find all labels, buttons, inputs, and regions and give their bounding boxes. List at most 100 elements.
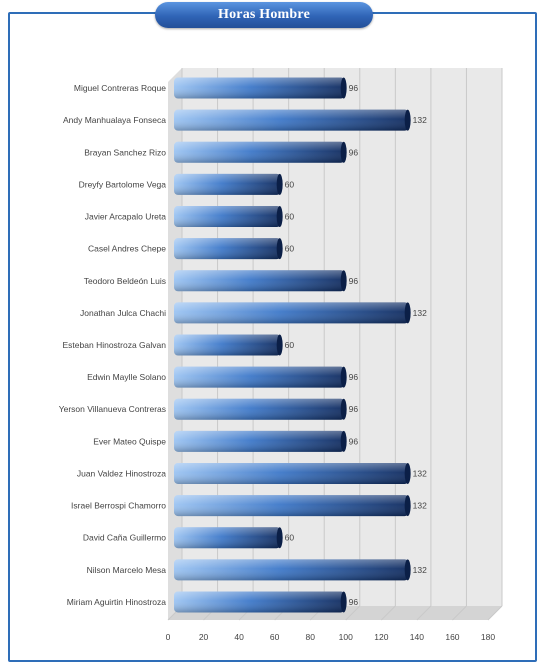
category-label: David Caña Guillermo bbox=[83, 533, 166, 543]
bar-group bbox=[174, 527, 283, 549]
bar-group bbox=[174, 495, 411, 517]
chart-title-banner: Horas Hombre bbox=[155, 2, 373, 28]
data-label: 96 bbox=[349, 372, 359, 382]
category-label: Teodoro Beldeón Luis bbox=[84, 276, 166, 286]
category-label: Miguel Contreras Roque bbox=[74, 83, 166, 93]
bar-shine bbox=[174, 238, 281, 260]
data-label: 60 bbox=[285, 212, 295, 222]
bar-group bbox=[174, 173, 283, 195]
x-tick-label: 180 bbox=[481, 632, 495, 642]
data-label: 96 bbox=[349, 83, 359, 93]
category-label: Miriam Aguirtin Hinostroza bbox=[67, 597, 166, 607]
bar-cap bbox=[276, 334, 283, 356]
bar-group bbox=[174, 366, 347, 388]
data-label: 60 bbox=[285, 533, 295, 543]
data-label: 96 bbox=[349, 404, 359, 414]
bar-group bbox=[174, 334, 283, 356]
x-tick-label: 80 bbox=[305, 632, 315, 642]
bar-cap bbox=[340, 77, 347, 99]
category-label: Esteban Hinostroza Galvan bbox=[63, 340, 167, 350]
bar-group bbox=[174, 238, 283, 260]
category-label: Edwin Maylle Solano bbox=[87, 372, 166, 382]
bar-shine bbox=[174, 430, 345, 452]
bar-cap bbox=[404, 462, 411, 484]
bar-cap bbox=[340, 398, 347, 420]
gridline-floor bbox=[487, 605, 503, 621]
bar-shine bbox=[174, 591, 345, 613]
bar-shine bbox=[174, 559, 409, 581]
bar-shine bbox=[174, 173, 281, 195]
bar-group bbox=[174, 206, 283, 228]
bar-group bbox=[174, 141, 347, 163]
bar-shine bbox=[174, 270, 345, 292]
chart-title: Horas Hombre bbox=[218, 7, 310, 22]
bar-shine bbox=[174, 495, 409, 517]
bar-shine bbox=[174, 334, 281, 356]
x-tick-label: 60 bbox=[270, 632, 280, 642]
bar-cap bbox=[340, 270, 347, 292]
bar-shine bbox=[174, 366, 345, 388]
data-label: 132 bbox=[413, 308, 427, 318]
category-label: Juan Valdez Hinostroza bbox=[77, 468, 166, 478]
bar-cap bbox=[276, 206, 283, 228]
category-label: Israel Berrospi Chamorro bbox=[71, 501, 166, 511]
bar-group bbox=[174, 77, 347, 99]
category-label: Dreyfy Bartolome Vega bbox=[79, 179, 167, 189]
data-label: 60 bbox=[285, 340, 295, 350]
x-tick-label: 120 bbox=[374, 632, 388, 642]
category-label: Brayan Sanchez Rizo bbox=[84, 147, 166, 157]
bar-group bbox=[174, 462, 411, 484]
bar-cap bbox=[404, 559, 411, 581]
data-label: 60 bbox=[285, 244, 295, 254]
bar-cap bbox=[404, 109, 411, 131]
category-label: Ever Mateo Quispe bbox=[93, 436, 166, 446]
bar-shine bbox=[174, 302, 409, 324]
bar-shine bbox=[174, 206, 281, 228]
data-label: 60 bbox=[285, 179, 295, 189]
category-label: Andy Manhualaya Fonseca bbox=[63, 115, 166, 125]
data-label: 132 bbox=[413, 501, 427, 511]
category-label: Casel Andres Chepe bbox=[88, 244, 166, 254]
bar-cap bbox=[276, 527, 283, 549]
bar-group bbox=[174, 270, 347, 292]
data-label: 132 bbox=[413, 565, 427, 575]
data-label: 96 bbox=[349, 597, 359, 607]
bar-group bbox=[174, 591, 347, 613]
bar-group bbox=[174, 109, 411, 131]
category-label: Jonathan Julca Chachi bbox=[80, 308, 166, 318]
x-tick-label: 160 bbox=[445, 632, 459, 642]
category-label: Nilson Marcelo Mesa bbox=[87, 565, 167, 575]
bar-shine bbox=[174, 77, 345, 99]
bar-cap bbox=[340, 591, 347, 613]
bar-group bbox=[174, 430, 347, 452]
bar-cap bbox=[404, 495, 411, 517]
data-label: 96 bbox=[349, 276, 359, 286]
gridline-floor bbox=[345, 605, 361, 621]
gridline-floor bbox=[380, 605, 396, 621]
bar-shine bbox=[174, 109, 409, 131]
data-label: 132 bbox=[413, 115, 427, 125]
x-tick-label: 20 bbox=[199, 632, 209, 642]
bar-cap bbox=[404, 302, 411, 324]
x-tick-label: 40 bbox=[234, 632, 244, 642]
gridline-floor bbox=[416, 605, 432, 621]
data-label: 96 bbox=[349, 147, 359, 157]
bar-shine bbox=[174, 398, 345, 420]
bar-shine bbox=[174, 462, 409, 484]
bar-cap bbox=[340, 141, 347, 163]
x-tick-label: 140 bbox=[410, 632, 424, 642]
gridline-floor bbox=[452, 605, 467, 621]
bar-cap bbox=[276, 238, 283, 260]
bar-cap bbox=[276, 173, 283, 195]
data-label: 132 bbox=[413, 468, 427, 478]
bar-group bbox=[174, 302, 411, 324]
bar-cap bbox=[340, 430, 347, 452]
x-tick-label: 0 bbox=[166, 632, 171, 642]
data-label: 96 bbox=[349, 436, 359, 446]
category-label: Yerson Villanueva Contreras bbox=[59, 404, 166, 414]
bar-group bbox=[174, 398, 347, 420]
bar-group bbox=[174, 559, 411, 581]
category-label: Javier Arcapalo Ureta bbox=[85, 212, 167, 222]
